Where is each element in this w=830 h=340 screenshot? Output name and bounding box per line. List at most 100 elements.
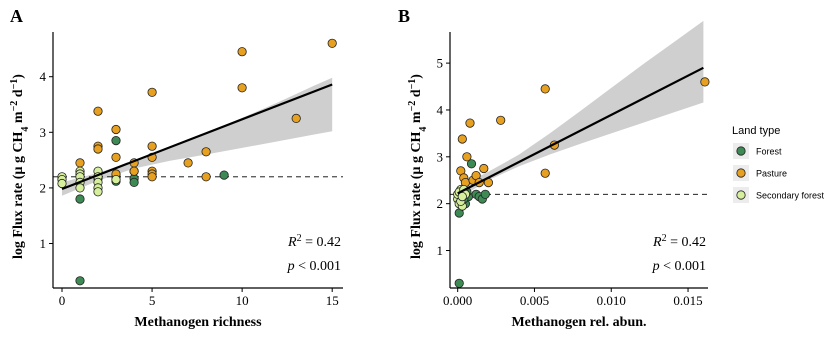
p-value: < 0.001 (660, 259, 706, 274)
y-title-part: d (11, 89, 26, 101)
legend-key-1 (736, 168, 746, 178)
y-title-sub: 4 (20, 127, 31, 132)
x-tick-label: 10 (236, 293, 249, 308)
data-point (75, 183, 85, 193)
data-point (480, 189, 490, 199)
y-axis-title: log Flux rate (µ g CH4 m−2 d−1) (407, 74, 429, 259)
y-tick-label: 1 (437, 243, 444, 258)
y-tick-label: 2 (40, 180, 47, 195)
legend-key-2 (736, 190, 746, 200)
r2-symbol: R (652, 235, 662, 250)
regression-line (61, 83, 333, 191)
data-point (93, 144, 103, 154)
p-value-text: p < 0.001 (287, 259, 341, 274)
y-title-part: ) (11, 74, 26, 79)
data-point (237, 83, 247, 93)
data-point (111, 175, 121, 185)
data-point (57, 178, 67, 189)
data-point (462, 152, 472, 162)
data-point (540, 168, 550, 178)
y-tick-label: 2 (437, 196, 444, 211)
y-tick-label: 4 (40, 69, 47, 84)
data-point (111, 124, 121, 135)
data-point (93, 187, 103, 197)
y-tick-label: 5 (437, 56, 444, 71)
x-axis-title: Methanogen richness (134, 315, 262, 330)
x-tick-label: 0 (59, 293, 66, 308)
y-tick-label: 3 (40, 125, 47, 140)
x-tick-label: 5 (149, 293, 156, 308)
p-value: < 0.001 (295, 259, 341, 274)
r-squared-text: R2 = 0.42 (287, 233, 341, 251)
data-point (219, 170, 229, 180)
y-tick-label: 1 (40, 236, 47, 251)
y-title-part: log Flux rate (µ g CH (409, 131, 424, 259)
r2-sup: 2 (297, 233, 302, 244)
data-point (201, 147, 211, 157)
data-point (700, 77, 710, 87)
p-value-text: p < 0.001 (652, 259, 706, 274)
x-tick-label: 0.000 (443, 293, 472, 308)
data-point (75, 276, 85, 286)
data-point (147, 172, 157, 182)
x-tick-label: 0.010 (597, 293, 626, 308)
data-point (183, 158, 193, 168)
data-point (129, 177, 139, 187)
x-tick-label: 15 (326, 293, 339, 308)
data-point (111, 136, 121, 146)
data-point (75, 158, 85, 168)
y-title-part: ) (409, 74, 424, 79)
regression-line (457, 66, 704, 195)
data-point (479, 163, 489, 174)
y-title-part: d (409, 89, 424, 101)
data-point (111, 152, 121, 162)
p-symbol: p (287, 259, 295, 274)
data-point (454, 278, 464, 288)
panel-letter: B (398, 6, 410, 26)
r2-symbol: R (287, 235, 297, 250)
data-point (237, 47, 247, 57)
x-axis-title: Methanogen rel. abun. (511, 315, 646, 330)
y-axis-title: log Flux rate (µ g CH4 m−2 d−1) (9, 74, 31, 259)
panel-a: A 0 5 10 15 1 2 3 4 Methanogen richness log Flux r… (9, 6, 343, 330)
y-title-sub: 4 (418, 127, 429, 132)
legend-label: Forest (756, 147, 782, 157)
y-tick-label: 4 (437, 102, 444, 117)
x-tick-label: 0.005 (520, 293, 549, 308)
panel-letter: A (10, 6, 23, 26)
data-point (327, 38, 337, 48)
legend-label: Secondary forest (756, 191, 825, 201)
data-point (496, 115, 506, 125)
data-point (291, 113, 301, 124)
data-point (129, 166, 139, 176)
data-point (457, 134, 467, 144)
data-point (201, 172, 211, 182)
data-point (457, 192, 467, 202)
y-title-sup: −1 (407, 79, 418, 90)
data-point (540, 84, 550, 94)
data-point (75, 194, 85, 204)
data-point (93, 106, 103, 116)
r2-value: = 0.42 (302, 235, 341, 250)
x-tick-label: 0.015 (673, 293, 702, 308)
r2-value: = 0.42 (667, 235, 706, 250)
y-title-sup: −2 (407, 101, 418, 112)
data-point (147, 141, 157, 151)
p-symbol: p (652, 259, 660, 274)
r2-sup: 2 (662, 233, 667, 244)
confidence-band (457, 20, 704, 200)
y-title-part: log Flux rate (µ g CH (11, 131, 26, 259)
y-title-sup: −2 (9, 101, 20, 112)
y-title-part: m (409, 111, 424, 127)
y-tick-label: 3 (437, 149, 444, 164)
r-squared-text: R2 = 0.42 (652, 233, 706, 251)
data-point (465, 118, 475, 128)
data-point (147, 87, 157, 97)
panel-b: B 0.000 0.005 0.010 0.015 1 2 3 4 5 Methanogen rel… (398, 6, 710, 330)
legend-label: Pasture (756, 169, 787, 179)
legend-key-0 (736, 146, 746, 156)
legend-title: Land type (732, 125, 780, 137)
y-title-part: m (11, 111, 26, 127)
legend: Land type Forest Pasture Secondary forest (732, 125, 825, 203)
